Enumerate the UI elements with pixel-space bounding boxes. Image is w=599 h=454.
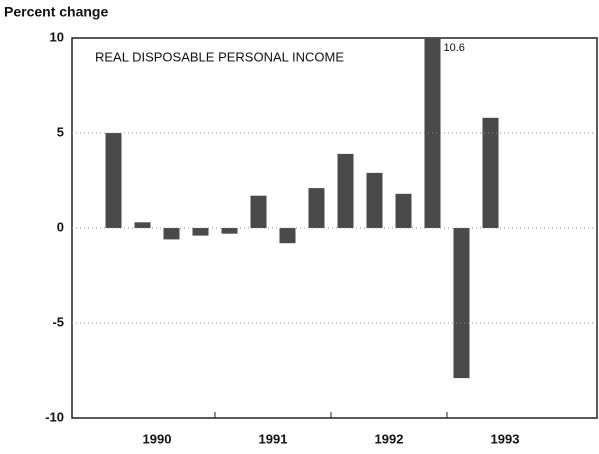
- y-axis-label: Percent change: [4, 4, 108, 20]
- bar: [163, 228, 180, 240]
- bar: [482, 117, 499, 228]
- y-tick-label: 0: [57, 219, 64, 234]
- y-tick-label: -5: [52, 314, 64, 329]
- bar: [424, 38, 441, 228]
- bars: [105, 38, 499, 379]
- bar: [192, 228, 209, 236]
- bar: [453, 228, 470, 379]
- bar: [250, 195, 267, 228]
- chart-title: REAL DISPOSABLE PERSONAL INCOME: [95, 49, 344, 64]
- bar: [221, 228, 238, 234]
- y-tick-label: 5: [57, 124, 64, 139]
- bar: [337, 153, 354, 228]
- x-tick-label: 1992: [375, 431, 404, 446]
- y-tick-label: 10: [50, 29, 64, 44]
- x-tick-label: 1990: [143, 431, 172, 446]
- bar: [366, 172, 383, 228]
- bar: [395, 193, 412, 228]
- y-tick-label: -10: [45, 409, 64, 424]
- plot-frame: [71, 37, 598, 419]
- x-tick-label: 1993: [491, 431, 520, 446]
- bar: [134, 222, 151, 228]
- value-label: 10.6: [444, 42, 465, 54]
- x-tick-label: 1991: [259, 431, 288, 446]
- bar: [105, 133, 122, 228]
- bar: [308, 188, 325, 228]
- bar: [279, 228, 296, 244]
